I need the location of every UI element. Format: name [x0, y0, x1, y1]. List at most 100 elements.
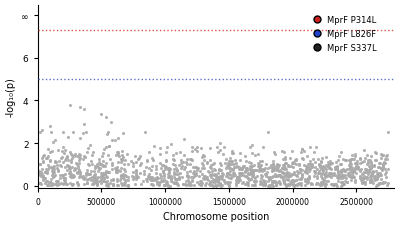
Point	[105, 131, 112, 135]
Point	[269, 182, 275, 185]
Point	[91, 169, 98, 173]
Point	[201, 175, 207, 178]
Point	[368, 160, 374, 164]
Point	[341, 169, 347, 173]
Point	[303, 164, 310, 168]
Point	[227, 166, 234, 170]
Point	[118, 176, 124, 180]
Point	[347, 168, 354, 171]
Point	[70, 174, 76, 178]
Point	[317, 165, 324, 169]
Point	[166, 175, 172, 178]
Point	[188, 180, 195, 183]
Point	[308, 183, 315, 186]
Point	[145, 176, 152, 180]
Point	[42, 171, 48, 175]
Point	[354, 159, 360, 163]
Point	[141, 172, 148, 176]
Point	[296, 181, 302, 185]
Point	[259, 160, 266, 163]
Point	[84, 162, 91, 166]
Point	[290, 184, 297, 188]
Point	[270, 159, 276, 163]
Point	[285, 182, 291, 186]
Point	[164, 183, 170, 186]
Point	[369, 171, 375, 175]
Point	[36, 170, 43, 173]
Point	[162, 164, 168, 168]
Point	[366, 169, 372, 173]
Point	[114, 150, 120, 154]
Point	[118, 158, 125, 162]
Point	[89, 153, 95, 157]
Point	[143, 166, 149, 169]
Point	[100, 179, 106, 183]
Point	[188, 184, 194, 187]
Point	[118, 149, 125, 153]
Point	[376, 165, 382, 169]
Point	[70, 174, 77, 178]
Point	[234, 175, 240, 179]
Point	[318, 182, 324, 186]
Point	[195, 174, 202, 178]
Point	[192, 172, 198, 176]
Point	[330, 173, 336, 177]
Point	[99, 175, 105, 179]
Point	[117, 173, 124, 177]
Point	[100, 177, 107, 180]
Point	[208, 167, 214, 170]
Point	[318, 171, 325, 175]
Point	[256, 162, 262, 166]
Point	[224, 164, 230, 168]
Point	[184, 163, 190, 167]
Point	[357, 162, 363, 165]
Point	[270, 164, 276, 168]
Point	[148, 168, 154, 172]
Point	[308, 181, 314, 185]
Point	[384, 184, 390, 187]
Point	[320, 180, 326, 183]
Point	[218, 175, 225, 178]
Point	[367, 175, 374, 179]
Point	[66, 171, 72, 175]
Point	[372, 177, 378, 181]
Point	[92, 166, 98, 170]
Point	[296, 177, 302, 181]
Point	[289, 162, 295, 165]
Point	[332, 183, 338, 186]
Point	[154, 175, 160, 179]
Point	[45, 183, 52, 187]
Point	[265, 177, 272, 180]
Point	[217, 162, 223, 165]
Point	[234, 178, 241, 182]
Point	[76, 137, 83, 141]
Point	[44, 171, 50, 175]
Point	[250, 173, 256, 177]
Point	[258, 174, 264, 177]
Point	[220, 179, 227, 183]
Point	[354, 167, 361, 171]
Point	[380, 154, 386, 158]
Point	[318, 180, 324, 184]
Point	[355, 166, 362, 169]
Point	[239, 167, 245, 171]
Point	[338, 169, 344, 173]
Point	[176, 171, 183, 175]
Point	[44, 148, 51, 151]
Point	[240, 164, 246, 168]
Point	[368, 178, 374, 181]
Point	[183, 160, 189, 164]
Point	[347, 159, 353, 163]
Point	[245, 172, 251, 175]
Point	[212, 173, 219, 177]
Point	[339, 168, 346, 172]
Point	[88, 159, 94, 163]
Point	[156, 182, 162, 186]
Point	[268, 164, 274, 168]
Point	[219, 171, 226, 175]
Point	[62, 177, 68, 180]
Point	[222, 181, 228, 185]
Point	[96, 180, 103, 183]
Point	[294, 183, 300, 187]
Point	[316, 163, 322, 167]
